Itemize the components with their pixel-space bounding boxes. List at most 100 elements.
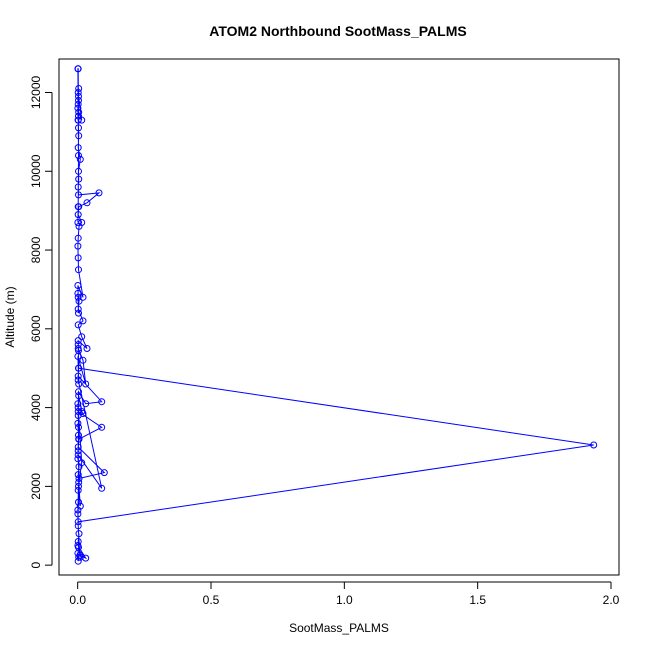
data-point [75,309,82,317]
data-point [75,530,83,538]
chart-title: ATOM2 Northbound SootMass_PALMS [209,23,466,39]
data-point [79,356,87,364]
y-tick-label: 0 [29,561,43,568]
data-point [75,112,82,120]
data-point [75,167,82,175]
x-tick-label: 1.5 [469,593,486,607]
data-point [74,419,82,427]
data-point [74,234,82,242]
data-point [98,398,106,406]
data-point [75,380,83,388]
data-point [74,542,82,549]
x-axis-label: SootMass_PALMS [289,621,389,635]
data-point [74,538,82,545]
x-tick-label: 1.0 [336,593,353,607]
y-tick-label: 6000 [29,315,43,342]
data-point [74,254,82,262]
data-point [79,317,87,325]
data-point [74,282,82,289]
data-point [78,219,86,226]
data-point [74,447,82,455]
data-point [95,189,103,197]
y-tick-label: 8000 [29,236,43,263]
data-point [100,469,108,477]
data-point [74,400,82,408]
data-point [75,392,83,400]
data-point [74,65,82,73]
data-point [74,443,82,451]
data-point [74,89,82,96]
data-point [75,498,82,506]
data-point [75,108,83,116]
data-point [75,435,83,443]
data-point [75,85,83,92]
x-tick-label: 0.5 [203,593,220,607]
data-point [75,297,83,305]
data-point [74,321,82,329]
data-point [83,199,91,207]
data-point [75,152,82,159]
data-point [82,400,90,408]
data-point [590,441,598,449]
data-point [75,124,82,132]
data-point [75,364,83,372]
data-point [74,100,82,108]
data-point [75,423,82,431]
data-point [78,408,86,415]
data-point [74,486,82,494]
data-point [74,451,82,459]
data-point [75,96,82,104]
data-point [75,388,82,396]
data-point [74,211,82,219]
data-point [74,510,82,518]
data-point [78,459,86,467]
data-point [74,116,82,124]
data-point [74,404,82,412]
data-point [82,554,90,562]
data-point [75,475,83,482]
y-axis: 0 2000 4000 6000 8000 10000 12000 [29,75,53,568]
data-point [74,455,82,463]
data-point [82,380,90,388]
data-point [75,191,82,199]
data-point [74,506,82,514]
data-point [75,431,82,439]
data-point [74,522,82,530]
data-point [98,423,106,431]
data-point [78,333,86,341]
plot-frame [58,58,620,576]
data-point [79,293,87,301]
data-point [74,144,82,152]
data-point [74,376,82,384]
x-axis: 0.0 0.5 1.0 1.5 2.0 [69,581,620,607]
data-point [74,203,82,211]
data-point [74,305,82,313]
y-axis-label: Altitude (m) [3,286,17,347]
data-point [74,242,82,250]
data-point [74,104,82,112]
data-point [75,266,82,274]
data-point [74,372,82,380]
y-tick-label: 2000 [29,473,43,500]
x-tick-label: 2.0 [603,593,620,607]
data-point [76,155,84,163]
data-point [76,551,84,559]
data-point [74,219,82,226]
data-point [98,484,106,492]
data-point [75,175,83,183]
y-tick-label: 4000 [29,394,43,421]
data-point [74,183,82,191]
data-point [75,132,83,140]
data-point [75,347,82,354]
data-point [74,293,82,301]
y-tick-label: 10000 [29,154,43,188]
data-point [74,289,82,297]
y-tick-label: 12000 [29,75,43,109]
data-point [75,478,83,486]
x-tick-label: 0.0 [69,593,86,607]
series-line [77,68,594,562]
data-point [79,410,87,417]
series-layer [74,65,598,565]
data-point [74,518,82,526]
